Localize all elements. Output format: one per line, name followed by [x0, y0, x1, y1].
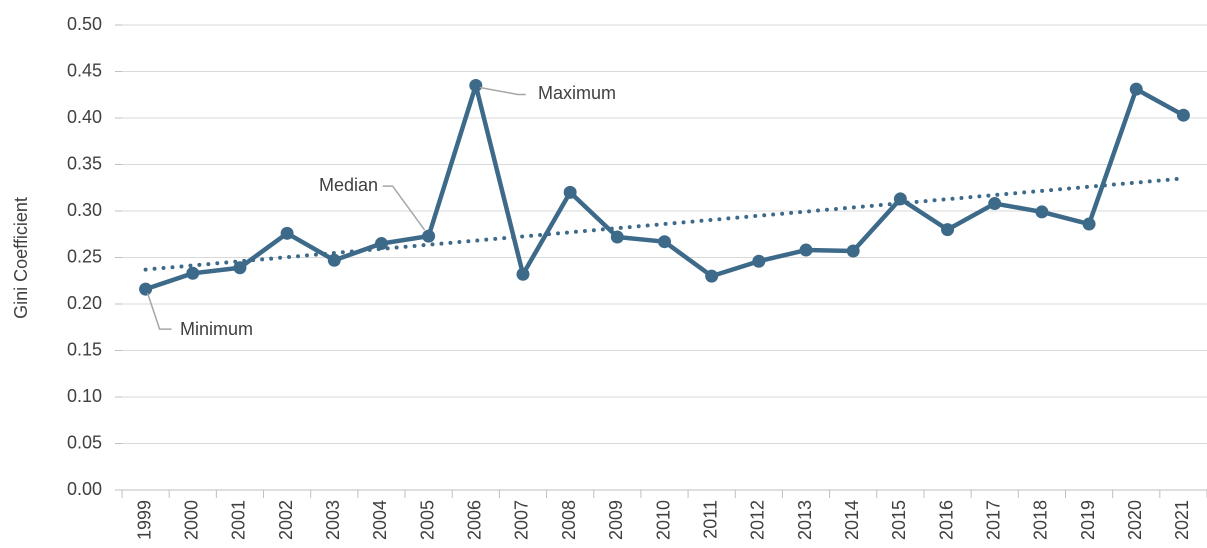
x-tick-label: 2013	[795, 500, 815, 540]
y-tick-label: 0.40	[67, 107, 102, 127]
point	[1129, 82, 1143, 96]
point	[563, 185, 577, 199]
y-tick-label: 0.30	[67, 200, 102, 220]
x-tick-label: 2020	[1125, 500, 1145, 540]
point	[799, 243, 813, 257]
point	[280, 226, 294, 240]
x-tick-label: 2004	[370, 500, 390, 540]
point	[846, 244, 860, 258]
x-tick-label: 2009	[606, 500, 626, 540]
point	[752, 254, 766, 268]
point	[893, 192, 907, 206]
x-tick-label: 2016	[936, 500, 956, 540]
point	[469, 78, 483, 92]
x-tick-label: 2017	[983, 500, 1003, 540]
annotation: Minimum	[180, 319, 253, 339]
annotation-leader	[382, 185, 426, 231]
trendline	[143, 176, 1186, 272]
point	[1035, 205, 1049, 219]
point	[374, 237, 388, 251]
point	[658, 235, 671, 249]
point	[516, 267, 530, 281]
point	[422, 229, 436, 243]
annotation-leader	[479, 86, 526, 96]
x-tick-label: 2011	[700, 500, 720, 539]
annotation-leader	[146, 292, 172, 330]
point	[327, 253, 341, 267]
x-tick-label: 2000	[182, 500, 202, 540]
point	[139, 282, 153, 296]
y-axis-label: Gini Coefficient	[11, 197, 31, 319]
y-tick-label: 0.10	[67, 386, 102, 406]
x-tick-label: 2007	[512, 500, 532, 540]
y-tick-label: 0.50	[67, 14, 102, 34]
x-tick-label: 2003	[323, 500, 343, 540]
x-tick-label: 2019	[1078, 500, 1098, 540]
y-tick-label: 0.00	[67, 479, 102, 499]
x-tick-label: 2012	[748, 500, 768, 540]
point	[988, 197, 1002, 211]
point	[1176, 108, 1190, 122]
x-tick-label: 2010	[653, 500, 673, 540]
y-tick-label: 0.20	[67, 293, 102, 313]
x-tick-label: 2014	[842, 500, 862, 540]
x-tick-label: 2001	[229, 500, 249, 540]
y-tick-label: 0.45	[67, 60, 102, 80]
point	[186, 266, 200, 280]
x-tick-label: 2015	[889, 500, 909, 540]
x-tick-label: 1999	[134, 500, 154, 540]
series-line	[144, 83, 1185, 292]
point	[233, 261, 247, 275]
y-tick-label: 0.35	[67, 153, 102, 173]
annotation: Median	[319, 175, 378, 195]
annotation: Maximum	[538, 83, 616, 103]
x-tick-label: 2006	[465, 500, 485, 540]
x-tick-label: 2018	[1031, 500, 1051, 540]
y-tick-label: 0.25	[67, 246, 102, 266]
point	[1082, 217, 1096, 231]
point	[610, 230, 624, 244]
x-tick-label: 2008	[559, 500, 579, 540]
y-tick-label: 0.05	[67, 432, 102, 452]
point	[705, 269, 719, 283]
x-tick-label: 2021	[1172, 500, 1192, 540]
point	[941, 223, 955, 237]
x-tick-label: 2005	[417, 500, 437, 540]
x-tick-label: 2002	[276, 500, 296, 540]
y-tick-label: 0.15	[67, 339, 102, 359]
